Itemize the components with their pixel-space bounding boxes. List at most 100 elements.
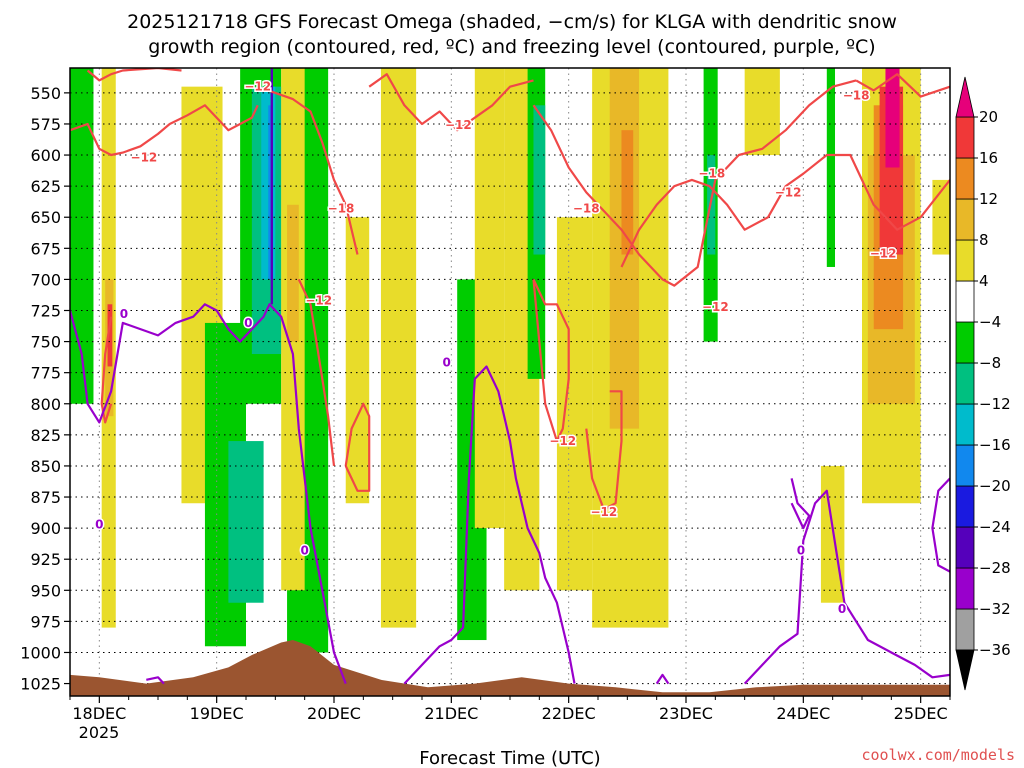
- contour-labels: −12 −12 −18 −12 −12 −18 −18 −12 −18 −12 −12 −12 −12 0…: [94, 78, 898, 617]
- contour-label-10: −12: [702, 300, 729, 314]
- contour-label-19: 0: [838, 602, 846, 616]
- y-tick-label-675: 675: [30, 239, 61, 258]
- contour-label-0: −12: [131, 151, 158, 165]
- plot-area: −12 −12 −18 −12 −12 −18 −18 −12 −18 −12 −12 −12 −12 0…: [69, 67, 951, 697]
- contour-label-13: 0: [120, 307, 128, 321]
- colorbar-low-arrow: [955, 649, 975, 691]
- contour-line-47: [585, 390, 623, 511]
- colorbar-label-2: −28: [979, 559, 1011, 577]
- credit-text: coolwx.com/models: [861, 746, 1015, 764]
- contour-line-41: [532, 79, 857, 287]
- contour-line-44: [297, 278, 336, 467]
- contour-label-16: 0: [442, 356, 450, 370]
- x-tick-label-5: 23DEC: [659, 704, 713, 723]
- omega-shade-3: [107, 304, 113, 367]
- colorbar-bin-4: [955, 485, 975, 528]
- x-tick-label-2: 20DEC: [307, 704, 361, 723]
- omega-shade-11: [270, 68, 273, 305]
- y-tick-label-750: 750: [30, 333, 61, 352]
- omega-shade-29: [826, 68, 836, 267]
- y-tick-label-600: 600: [30, 146, 61, 165]
- contour-label-5: −18: [573, 202, 600, 216]
- colorbar-bin-10: [955, 239, 975, 282]
- colorbar-label-10: 8: [979, 231, 989, 249]
- x-tick-label-7: 25DEC: [894, 704, 948, 723]
- omega-shade-25: [621, 130, 634, 255]
- omega-shade-35: [885, 68, 900, 168]
- contour-line-50: [403, 365, 576, 685]
- y-tick-label-800: 800: [30, 395, 61, 414]
- y-tick-label-950: 950: [30, 581, 61, 600]
- contour-label-4: −12: [445, 118, 472, 132]
- y-tick-label-850: 850: [30, 457, 61, 476]
- colorbar-bin-11: [955, 198, 975, 241]
- colorbar-label-11: 12: [979, 190, 998, 208]
- x-year-label: 2025: [79, 723, 120, 742]
- y-tick-label-550: 550: [30, 84, 61, 103]
- contour-line-40: [368, 73, 534, 132]
- colorbar-label-1: −32: [979, 600, 1011, 618]
- contour-label-9: −12: [870, 246, 897, 260]
- colorbar-bin-9: [955, 280, 975, 323]
- omega-shade-18: [474, 68, 505, 529]
- omega-shading: [70, 68, 950, 653]
- y-tick-label-725: 725: [30, 301, 61, 320]
- x-tick-label-6: 24DEC: [776, 704, 830, 723]
- y-tick-label-1025: 1025: [20, 675, 61, 694]
- colorbar-label-13: 20: [979, 108, 998, 126]
- colorbar-bin-2: [955, 567, 975, 610]
- omega-shade-6: [228, 441, 264, 603]
- x-axis: 2025 18DEC 19DEC 20DEC 21DEC 22DEC 23DEC 24DEC…: [69, 696, 951, 742]
- ground-terrain: [70, 640, 950, 696]
- y-tick-label-625: 625: [30, 177, 61, 196]
- omega-shade-21: [533, 105, 546, 255]
- colorbar-bin-7: [955, 362, 975, 405]
- y-tick-label-975: 975: [30, 612, 61, 631]
- contour-line-48: [100, 316, 113, 424]
- y-tick-label-575: 575: [30, 115, 61, 134]
- contour-line-54: [146, 676, 165, 685]
- y-tick-label-900: 900: [30, 519, 61, 538]
- colorbar-label-7: −8: [979, 354, 1001, 372]
- contour-line-45: [344, 402, 371, 492]
- y-tick-label-1000: 1000: [20, 643, 61, 662]
- omega-shade-36: [932, 179, 950, 255]
- contour-label-2: −18: [328, 202, 355, 216]
- colorbar-bin-8: [955, 321, 975, 364]
- colorbar-bin-3: [955, 526, 975, 569]
- y-tick-label-700: 700: [30, 270, 61, 289]
- colorbar-high-arrow: [955, 76, 975, 118]
- contour-line-53: [931, 477, 950, 573]
- contour-label-17: 0: [95, 517, 103, 531]
- y-axis: 550 575 600 625 650 675 700 725 750 775 800 825 850 8…: [20, 84, 70, 694]
- x-tick-label-0: 18DEC: [72, 704, 126, 723]
- omega-shade-14: [287, 204, 299, 342]
- contour-label-7: −12: [775, 185, 802, 199]
- omega-shade-22: [556, 217, 593, 591]
- colorbar-label-3: −24: [979, 518, 1011, 536]
- contour-line-52: [790, 478, 811, 530]
- colorbar: −36 −32 −28 −24 −20 −16 −12 −8 −4 4 8 12 16 20: [955, 76, 1011, 691]
- x-tick-label-1: 19DEC: [190, 704, 244, 723]
- contour-label-8: −18: [843, 88, 870, 102]
- chart-title-line-2: growth region (contoured, red, ºC) and f…: [148, 36, 875, 58]
- x-axis-label: Forecast Time (UTC): [419, 748, 600, 768]
- colorbar-bin-5: [955, 444, 975, 487]
- y-tick-label-875: 875: [30, 488, 61, 507]
- chart-title-line-1: 2025121718 GFS Forecast Omega (shaded, −…: [127, 11, 897, 33]
- colorbar-label-5: −16: [979, 436, 1011, 454]
- omega-shade-15: [345, 217, 370, 504]
- colorbar-bin-1: [955, 608, 975, 651]
- y-tick-label-925: 925: [30, 550, 61, 569]
- ground-fill: [70, 640, 950, 696]
- contour-label-18: 0: [797, 544, 805, 558]
- colorbar-label-4: −20: [979, 477, 1011, 495]
- colorbar-bin-13: [955, 116, 975, 159]
- y-tick-label-775: 775: [30, 364, 61, 383]
- omega-shade-28: [744, 68, 780, 156]
- colorbar-label-0: −36: [979, 641, 1011, 659]
- omega-shade-1: [70, 68, 94, 404]
- contour-label-11: −12: [549, 434, 576, 448]
- y-tick-label-650: 650: [30, 208, 61, 227]
